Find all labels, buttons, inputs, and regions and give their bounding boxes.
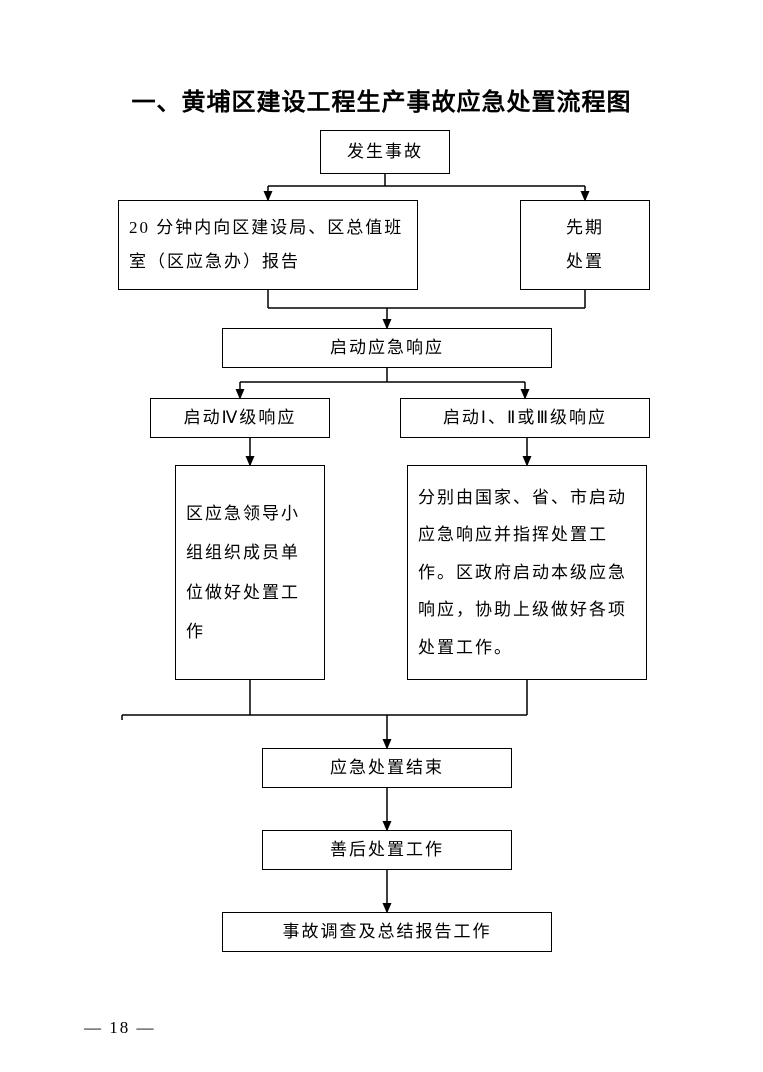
node-group123: 分别由国家、省、市启动应急响应并指挥处置工作。区政府启动本级应急响应，协助上级做… xyxy=(407,465,647,680)
page-title: 一、黄埔区建设工程生产事故应急处置流程图 xyxy=(0,82,763,117)
node-activate: 启动应急响应 xyxy=(222,328,552,368)
node-report: 20 分钟内向区建设局、区总值班室（区应急办）报告 xyxy=(118,200,418,290)
node-level4: 启动Ⅳ级响应 xyxy=(150,398,330,438)
node-end: 应急处置结束 xyxy=(262,748,512,788)
page: 一、黄埔区建设工程生产事故应急处置流程图 发生事故 20 分钟内向区建设局、区总… xyxy=(0,0,763,1072)
node-after: 善后处置工作 xyxy=(262,830,512,870)
node-accident: 发生事故 xyxy=(320,130,450,174)
node-report-final: 事故调查及总结报告工作 xyxy=(222,912,552,952)
page-number: — 18 — xyxy=(84,1018,156,1038)
node-initial: 先期 处置 xyxy=(520,200,650,290)
node-group4: 区应急领导小组组织成员单位做好处置工作 xyxy=(175,465,325,680)
node-level123: 启动Ⅰ、Ⅱ或Ⅲ级响应 xyxy=(400,398,650,438)
